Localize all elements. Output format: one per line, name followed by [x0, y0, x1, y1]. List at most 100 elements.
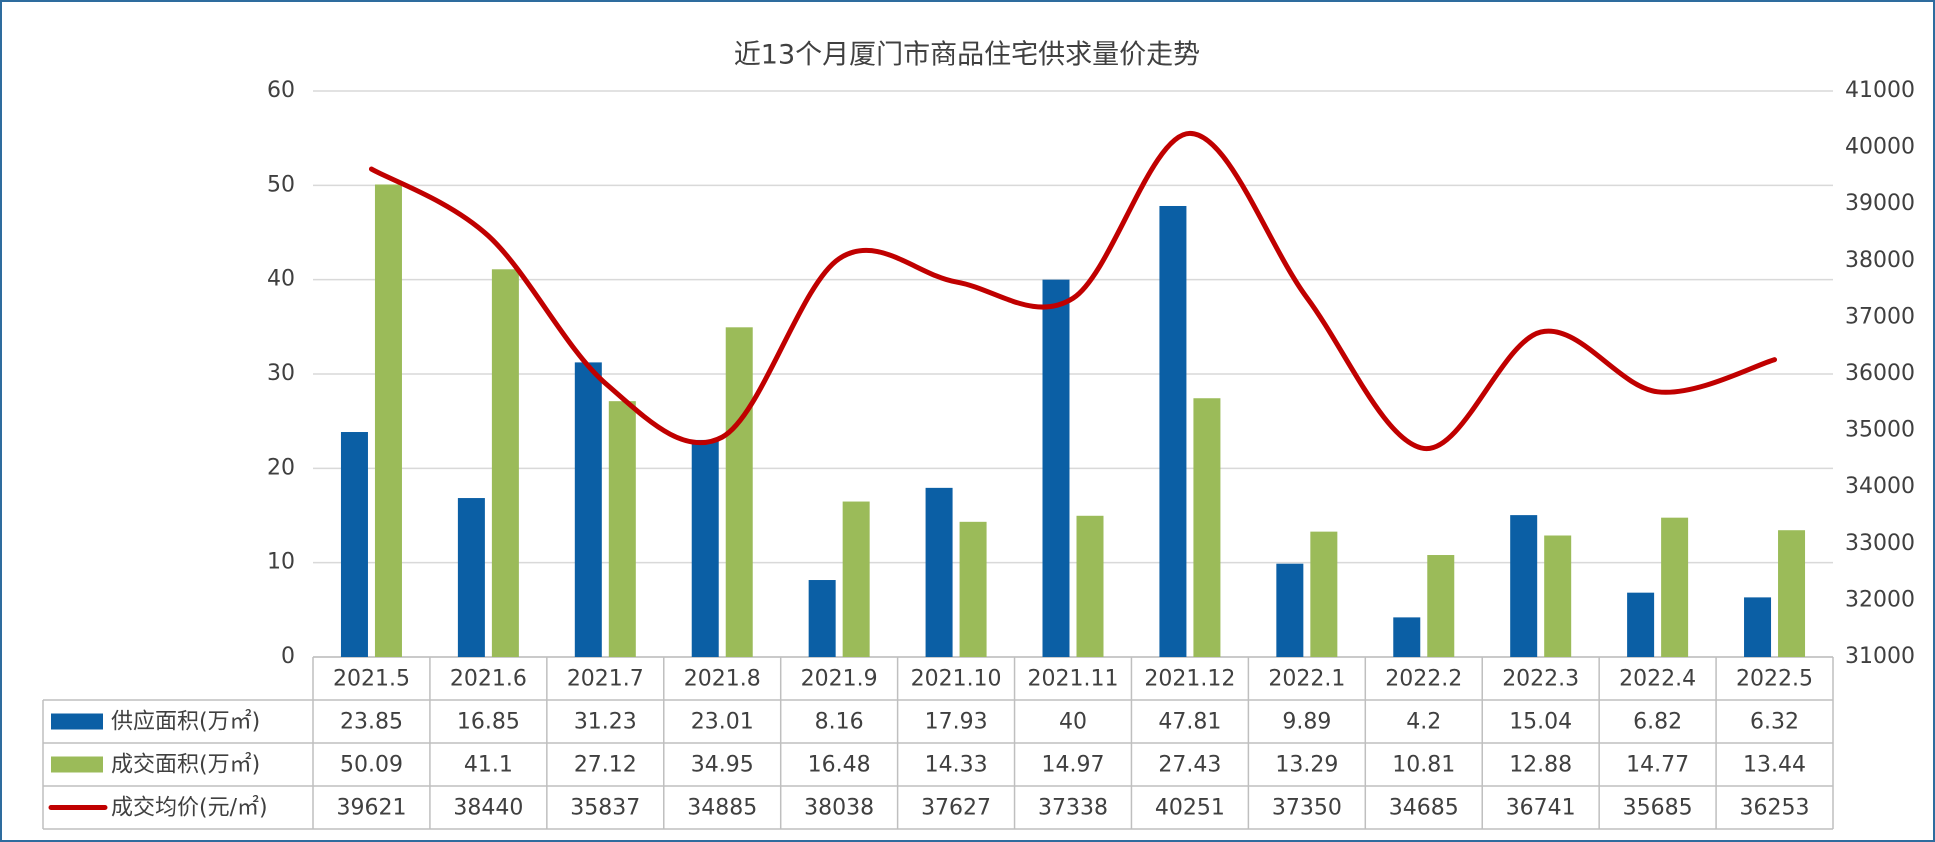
- y-tick-label: 0: [281, 644, 295, 669]
- table-cell: 35837: [570, 796, 640, 821]
- table-cell: 14.97: [1042, 753, 1105, 778]
- x-tick-label: 2021.10: [911, 667, 1002, 692]
- bar: [1510, 515, 1537, 657]
- x-tick-label: 2021.11: [1028, 667, 1119, 692]
- table-cell: 23.85: [340, 710, 403, 735]
- x-tick-label: 2021.7: [567, 667, 644, 692]
- table-cell: 4.2: [1406, 710, 1441, 735]
- y-tick-label: 50: [267, 172, 295, 197]
- bar: [609, 401, 636, 657]
- page: 近13个月厦门市商品住宅供求量价走势 0 10 20 30 40 50 60 31000 320…: [0, 0, 1935, 842]
- table-cell: 14.77: [1626, 753, 1689, 778]
- x-tick-label: 2021.6: [450, 667, 527, 692]
- x-tick-label: 2022.1: [1268, 667, 1345, 692]
- y2-tick-label: 36000: [1845, 361, 1915, 386]
- y-tick-label: 20: [267, 455, 295, 480]
- table-cell: 38038: [804, 796, 874, 821]
- y2-tick-label: 39000: [1845, 191, 1915, 216]
- x-tick-label: 2021.9: [801, 667, 878, 692]
- table-cell: 10.81: [1392, 753, 1455, 778]
- bar: [926, 488, 953, 657]
- legend-label: 供应面积(万㎡): [111, 709, 260, 735]
- bar: [1043, 280, 1070, 657]
- y2-tick-label: 31000: [1845, 644, 1915, 669]
- legend-label: 成交面积(万㎡): [111, 752, 260, 778]
- table-cell: 14.33: [925, 753, 988, 778]
- table-cell: 13.44: [1743, 753, 1806, 778]
- bar: [1744, 597, 1771, 657]
- chart-title: 近13个月厦门市商品住宅供求量价走势: [734, 40, 1200, 71]
- table-cell: 41.1: [464, 753, 513, 778]
- bar: [809, 580, 836, 657]
- table-cell: 6.82: [1633, 710, 1682, 735]
- table-cell: 34685: [1389, 796, 1459, 821]
- bar: [375, 184, 402, 657]
- bar: [458, 498, 485, 657]
- x-tick-label: 2022.4: [1619, 667, 1696, 692]
- x-tick-label: 2021.12: [1144, 667, 1235, 692]
- bar: [1159, 206, 1186, 657]
- bar: [960, 522, 987, 657]
- y2-tick-label: 37000: [1845, 304, 1915, 329]
- y2-tick-label: 35000: [1845, 418, 1915, 443]
- y2-tick-label: 38000: [1845, 248, 1915, 273]
- legend-key: [51, 714, 103, 730]
- x-tick-label: 2021.5: [333, 667, 410, 692]
- table-cell: 9.89: [1282, 710, 1331, 735]
- legend-label: 成交均价(元/㎡): [111, 795, 268, 821]
- table-cell: 8.16: [815, 710, 864, 735]
- table-cell: 36253: [1740, 796, 1810, 821]
- table-cell: 39621: [336, 796, 406, 821]
- y2-tick-label: 33000: [1845, 531, 1915, 556]
- table-cell: 47.81: [1158, 710, 1221, 735]
- bar: [1077, 516, 1104, 657]
- table-cell: 36741: [1506, 796, 1576, 821]
- table-cell: 12.88: [1509, 753, 1572, 778]
- bar: [1393, 617, 1420, 657]
- y2-tick-label: 40000: [1845, 135, 1915, 160]
- bar: [1276, 564, 1303, 657]
- bar: [575, 362, 602, 657]
- table-cell: 37338: [1038, 796, 1108, 821]
- bar: [341, 432, 368, 657]
- y2-tick-label: 41000: [1845, 78, 1915, 103]
- table-cell: 37627: [921, 796, 991, 821]
- table-cell: 34.95: [691, 753, 754, 778]
- table-cell: 17.93: [925, 710, 988, 735]
- table-cell: 34885: [687, 796, 757, 821]
- table-cell: 6.32: [1750, 710, 1799, 735]
- legend-key: [51, 757, 103, 773]
- table-cell: 35685: [1623, 796, 1693, 821]
- table-cell: 15.04: [1509, 710, 1572, 735]
- bar: [1310, 532, 1337, 657]
- y2-tick-label: 34000: [1845, 474, 1915, 499]
- table-cell: 23.01: [691, 710, 754, 735]
- table-cell: 27.12: [574, 753, 637, 778]
- table-cell: 37350: [1272, 796, 1342, 821]
- bar: [492, 269, 519, 657]
- y-tick-label: 60: [267, 78, 295, 103]
- bar: [1544, 535, 1571, 657]
- bar: [1627, 593, 1654, 657]
- table-cell: 38440: [453, 796, 523, 821]
- bar: [843, 502, 870, 657]
- y2-tick-label: 32000: [1845, 587, 1915, 612]
- table-cell: 40: [1059, 710, 1087, 735]
- bar: [726, 327, 753, 657]
- y-tick-label: 40: [267, 267, 295, 292]
- table-cell: 27.43: [1158, 753, 1221, 778]
- chart: 近13个月厦门市商品住宅供求量价走势 0 10 20 30 40 50 60 31000 320…: [0, 0, 1935, 842]
- x-tick-label: 2021.8: [684, 667, 761, 692]
- x-tick-label: 2022.2: [1385, 667, 1462, 692]
- bar: [1661, 518, 1688, 657]
- y-tick-label: 30: [267, 361, 295, 386]
- table-cell: 31.23: [574, 710, 637, 735]
- bar: [1778, 530, 1805, 657]
- bar: [1193, 398, 1220, 657]
- x-tick-label: 2022.5: [1736, 667, 1813, 692]
- bar: [692, 440, 719, 657]
- table-cell: 40251: [1155, 796, 1225, 821]
- table-cell: 16.85: [457, 710, 520, 735]
- y-tick-label: 10: [267, 550, 295, 575]
- table-cell: 16.48: [808, 753, 871, 778]
